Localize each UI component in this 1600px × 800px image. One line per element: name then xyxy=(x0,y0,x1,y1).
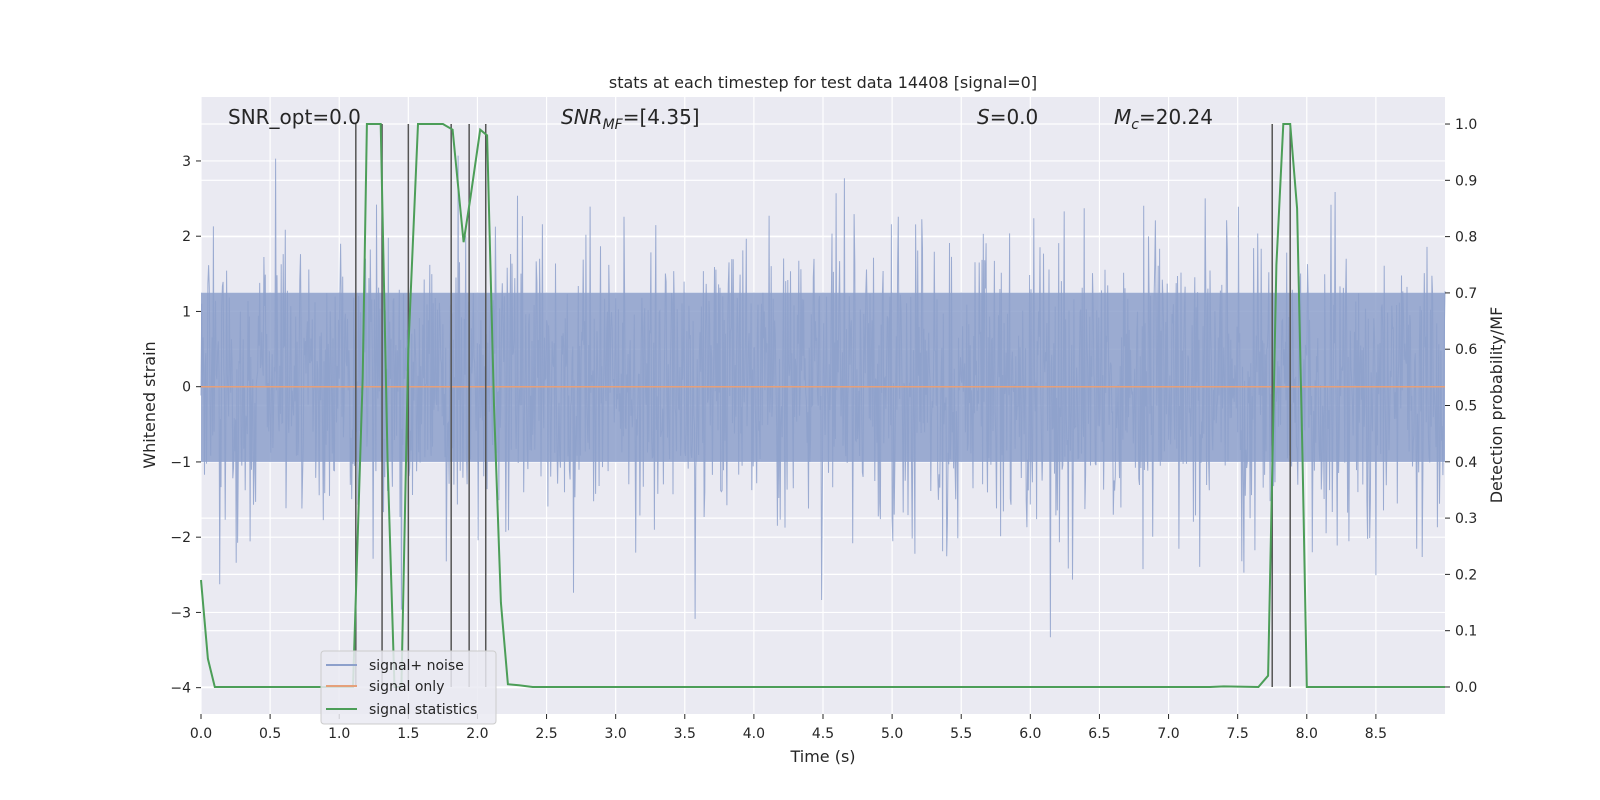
legend-box xyxy=(320,650,497,725)
y-tick-label: 1 xyxy=(182,304,191,320)
y2-ticks: 1.0 0.9 0.8 0.7 0.6 0.5 0.4 0.3 0.2 0.1 0.0 xyxy=(1445,117,1477,696)
snr-opt-annotation: SNR_opt=0.0 xyxy=(228,105,361,129)
y2-tick-label: 0.0 xyxy=(1455,680,1477,696)
x-tick-label: 0.0 xyxy=(190,726,212,742)
legend: signal+ noise signal only signal statist… xyxy=(320,650,497,725)
x-tick-label: 7.0 xyxy=(1157,726,1179,742)
chart-title: stats at each timestep for test data 144… xyxy=(609,73,1037,92)
s-value: =0.0 xyxy=(990,105,1039,129)
snr-mf-value: =[4.35] xyxy=(623,105,700,129)
y-tick-label: 2 xyxy=(182,229,191,245)
y2-tick-label: 0.9 xyxy=(1455,173,1477,189)
mc-value: =20.24 xyxy=(1139,105,1213,129)
y2-tick-label: 1.0 xyxy=(1455,117,1477,133)
y-tick-label: −2 xyxy=(170,530,191,546)
x-tick-label: 7.5 xyxy=(1227,726,1249,742)
x-tick-label: 2.5 xyxy=(535,726,557,742)
x-tick-label: 5.5 xyxy=(950,726,972,742)
y2-tick-label: 0.4 xyxy=(1455,455,1477,471)
mc-annotation: Mc=20.24 xyxy=(1114,105,1213,133)
y-tick-label: −1 xyxy=(170,455,191,471)
x-tick-label: 6.0 xyxy=(1019,726,1041,742)
y-tick-label: 3 xyxy=(182,154,191,170)
y-tick-label: −4 xyxy=(170,681,191,697)
x-tick-label: 6.5 xyxy=(1088,726,1110,742)
signal-statistics-series xyxy=(200,123,1445,689)
y2-tick-label: 0.8 xyxy=(1455,230,1477,246)
snr-mf-annotation: SNRMF=[4.35] xyxy=(561,105,700,133)
y2-axis-label: Detection probability/MF xyxy=(1487,307,1506,504)
signal-statistics-line xyxy=(200,123,1445,689)
legend-label-statistics: signal statistics xyxy=(369,702,477,718)
y2-tick-label: 0.2 xyxy=(1455,567,1477,583)
x-tick-label: 3.0 xyxy=(605,726,627,742)
x-tick-label: 1.5 xyxy=(397,726,419,742)
y2-tick-label: 0.3 xyxy=(1455,511,1477,527)
legend-label-signal-only: signal only xyxy=(369,679,444,695)
y2-tick-label: 0.6 xyxy=(1455,342,1477,358)
y-axis-label: Whitened strain xyxy=(140,341,159,468)
y-tick-label: −3 xyxy=(170,605,191,621)
y2-tick-label: 0.7 xyxy=(1455,286,1477,302)
x-tick-label: 4.5 xyxy=(812,726,834,742)
y2-tick-label: 0.1 xyxy=(1455,624,1477,640)
snr-mf-base: SNR xyxy=(561,105,603,129)
x-tick-label: 8.5 xyxy=(1365,726,1387,742)
y2-tick-label: 0.5 xyxy=(1455,399,1477,415)
x-tick-label: 2.0 xyxy=(466,726,488,742)
y-tick-label: 0 xyxy=(182,380,191,396)
x-tick-label: 3.5 xyxy=(674,726,696,742)
x-axis-label: Time (s) xyxy=(789,747,855,766)
s-label: S xyxy=(977,105,990,129)
legend-label-noise: signal+ noise xyxy=(369,658,464,674)
s-annotation: S=0.0 xyxy=(977,105,1038,129)
y-ticks: 3 2 1 0 −1 −2 −3 −4 xyxy=(170,154,201,697)
x-tick-label: 1.0 xyxy=(328,726,350,742)
mc-sub: c xyxy=(1131,117,1139,133)
x-tick-label: 4.0 xyxy=(743,726,765,742)
x-ticks: 0.0 0.5 1.0 1.5 2.0 2.5 3.0 3.5 4.0 4.5 5.0 5.5 6.0 6… xyxy=(190,714,1387,742)
x-tick-label: 8.0 xyxy=(1296,726,1318,742)
x-tick-label: 5.0 xyxy=(881,726,903,742)
x-tick-label: 0.5 xyxy=(259,726,281,742)
snr-mf-sub: MF xyxy=(603,117,624,133)
mc-base: M xyxy=(1114,105,1131,129)
